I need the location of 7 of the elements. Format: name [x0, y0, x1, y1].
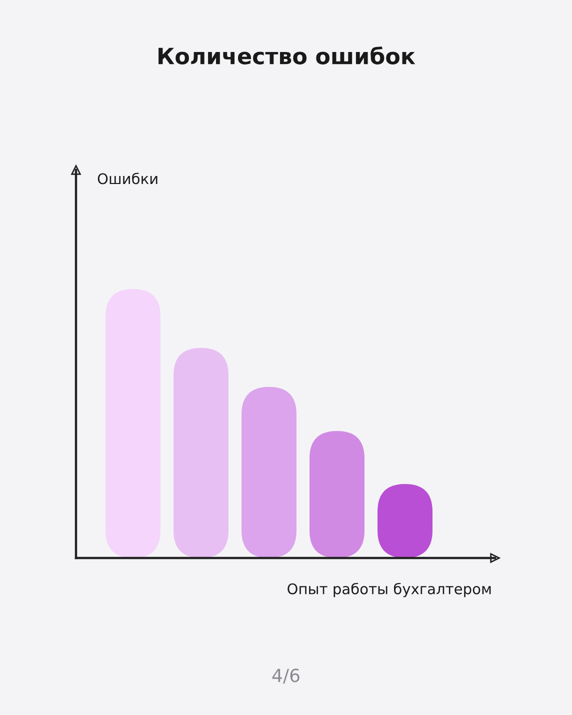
bar — [242, 386, 296, 558]
bar — [174, 348, 228, 558]
bar — [106, 289, 160, 558]
chart-title: Количество ошибок — [158, 46, 416, 64]
text: Ошибки — [98, 172, 158, 184]
x-axis-title: Опыт работы бухгалтером — [288, 582, 491, 598]
text: 4/6 — [272, 668, 300, 684]
